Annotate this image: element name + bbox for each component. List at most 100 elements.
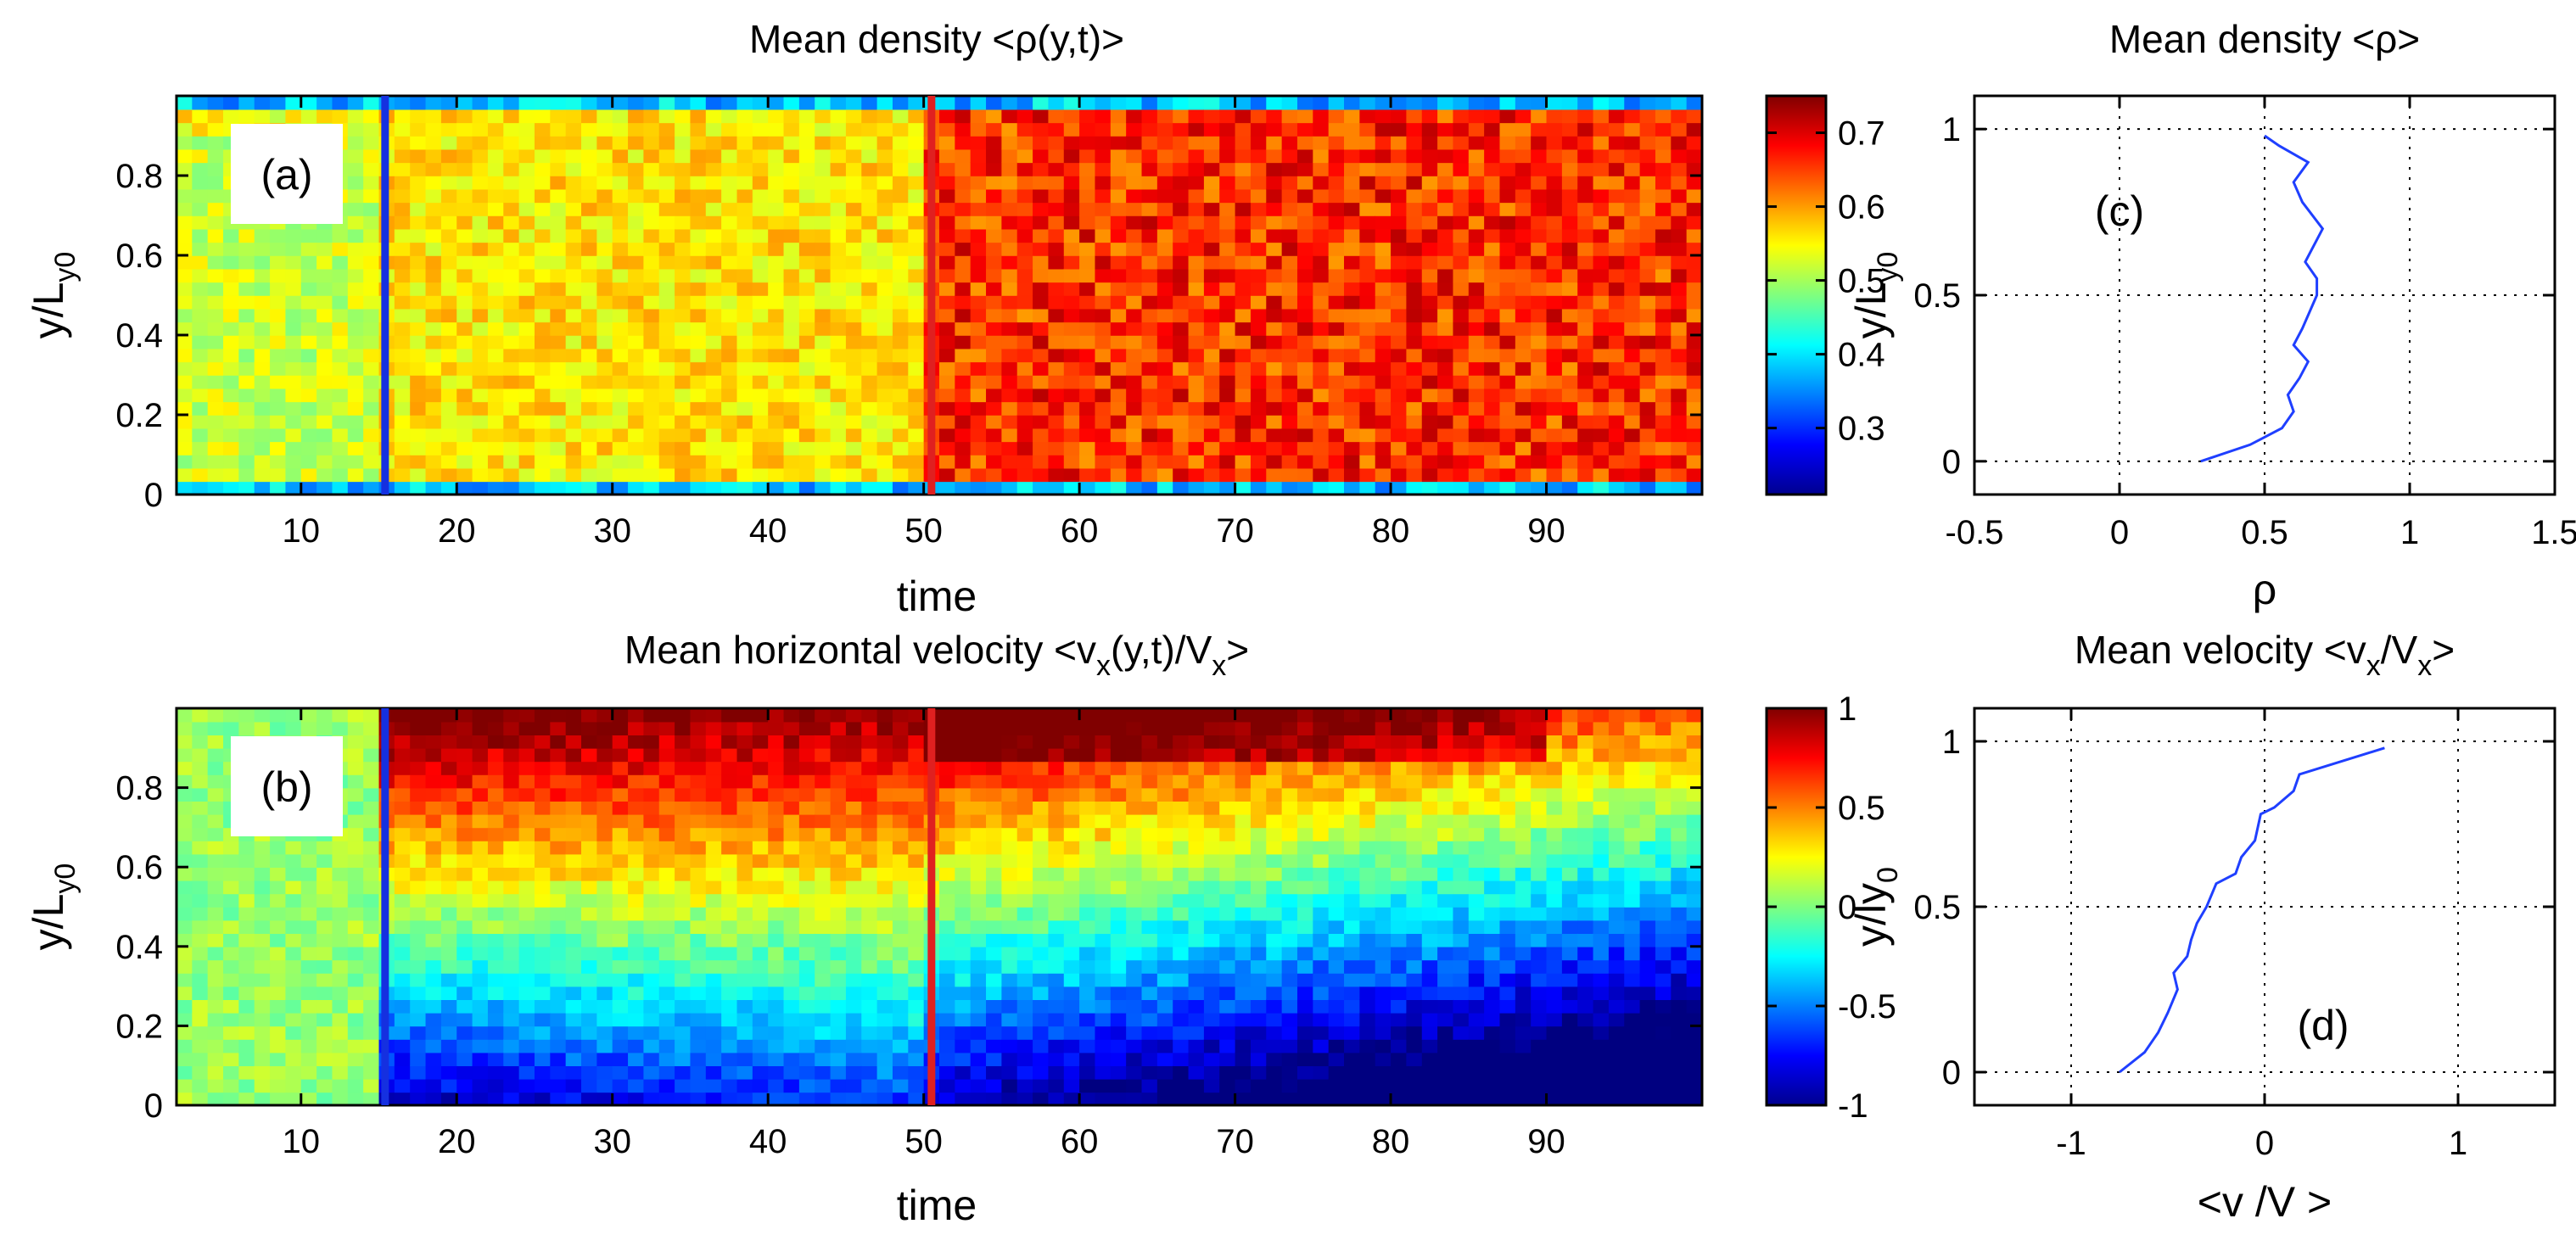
heatmap-cell (1016, 721, 1033, 735)
heatmap-cell (986, 255, 1003, 270)
heatmap-cell (628, 735, 645, 749)
heatmap-cell (1421, 388, 1438, 403)
heatmap-cell (534, 933, 552, 947)
heatmap-cell (270, 308, 287, 323)
heatmap-cell (394, 1039, 412, 1053)
heatmap-cell (643, 880, 660, 895)
heatmap-cell (643, 919, 660, 934)
heatmap-cell (1095, 986, 1112, 1000)
heatmap-cell (1235, 308, 1252, 323)
heatmap-cell (1375, 202, 1392, 216)
heatmap-cell (596, 986, 613, 1000)
heatmap-cell (503, 747, 520, 763)
heatmap-cell (1624, 148, 1641, 164)
heatmap-cell (1686, 148, 1703, 164)
heatmap-cell (581, 109, 598, 124)
heatmap-cell (1499, 188, 1516, 204)
heatmap-cell (752, 455, 769, 469)
heatmap-cell (798, 188, 816, 204)
heatmap-cell (1344, 348, 1361, 363)
heatmap-cell (1515, 282, 1532, 296)
heatmap-cell (1328, 388, 1345, 403)
heatmap-cell (1079, 853, 1096, 868)
heatmap-cell (363, 388, 380, 403)
heatmap-cell (1608, 428, 1626, 443)
heatmap-cell (176, 335, 193, 349)
heatmap-cell (783, 708, 800, 723)
heatmap-cell (487, 162, 505, 176)
heatmap-cell (768, 255, 785, 270)
heatmap-cell (690, 880, 707, 895)
heatmap-cell (876, 880, 893, 895)
heatmap-cell (1624, 228, 1641, 243)
heatmap-cell (1126, 959, 1143, 974)
heatmap-cell (192, 428, 209, 443)
heatmap-cell (736, 228, 753, 243)
heatmap-cell (1079, 973, 1096, 987)
heatmap-cell (1156, 401, 1174, 416)
heatmap-cell (440, 122, 458, 137)
heatmap-cell (768, 893, 785, 908)
heatmap-cell (798, 109, 816, 124)
heatmap-cell (768, 959, 785, 974)
heatmap-cell (643, 721, 660, 735)
heatmap-cell (347, 933, 364, 947)
heatmap-cell (176, 228, 193, 243)
heatmap-cell (1406, 255, 1423, 270)
heatmap-cell (1375, 242, 1392, 256)
heatmap-cell (1001, 122, 1018, 137)
heatmap-cell (1001, 188, 1018, 204)
heatmap-cell (270, 1092, 287, 1106)
heatmap-cell (783, 841, 800, 855)
heatmap-cell (347, 348, 364, 363)
heatmap-cell (1296, 162, 1314, 176)
heatmap-cell (1281, 308, 1298, 323)
heatmap-cell (986, 893, 1003, 908)
heatmap-cell (815, 761, 832, 775)
heatmap-cell (581, 162, 598, 176)
heatmap-cell (472, 321, 489, 336)
heatmap-cell (1266, 215, 1283, 230)
heatmap-cell (1406, 162, 1423, 176)
heatmap-cell (425, 455, 442, 469)
heatmap-cell (1296, 455, 1314, 469)
heatmap-cell (1110, 721, 1127, 735)
heatmap-cell (861, 148, 878, 164)
heatmap-cell (736, 162, 753, 176)
heatmap-cell (1266, 228, 1283, 243)
heatmap-cell (675, 162, 692, 176)
heatmap-cell (425, 321, 442, 336)
heatmap-cell (238, 893, 255, 908)
heatmap-cell (565, 321, 582, 336)
heatmap-cell (410, 136, 427, 150)
heatmap-cell (1686, 428, 1703, 443)
heatmap-cell (1515, 215, 1532, 230)
heatmap-cell (207, 348, 224, 363)
heatmap-cell (1561, 215, 1579, 230)
heatmap-cell (736, 136, 753, 150)
heatmap-cell (1546, 242, 1563, 256)
heatmap-cell (1655, 188, 1672, 204)
heatmap-cell (1593, 188, 1610, 204)
heatmap-cell (1141, 295, 1158, 310)
heatmap-cell (1468, 176, 1485, 190)
heatmap-cell (1141, 401, 1158, 416)
heatmap-cell (1095, 109, 1112, 124)
panel-a-ylabel-sub: y0 (49, 252, 81, 282)
heatmap-cell (815, 1065, 832, 1080)
heatmap-cell (1515, 242, 1532, 256)
heatmap-cell (1453, 268, 1470, 283)
heatmap-cell (425, 122, 442, 137)
heatmap-cell (565, 1039, 582, 1053)
heatmap-cell (970, 109, 987, 124)
heatmap-cell (1281, 228, 1298, 243)
heatmap-cell (534, 735, 552, 749)
heatmap-cell (1110, 986, 1127, 1000)
heatmap-cell (783, 255, 800, 270)
heatmap-cell (1686, 295, 1703, 310)
heatmap-cell (1686, 481, 1703, 495)
heatmap-cell (1001, 1052, 1018, 1066)
heatmap-cell (1608, 321, 1626, 336)
heatmap-cell (970, 1078, 987, 1093)
heatmap-cell (908, 441, 925, 455)
